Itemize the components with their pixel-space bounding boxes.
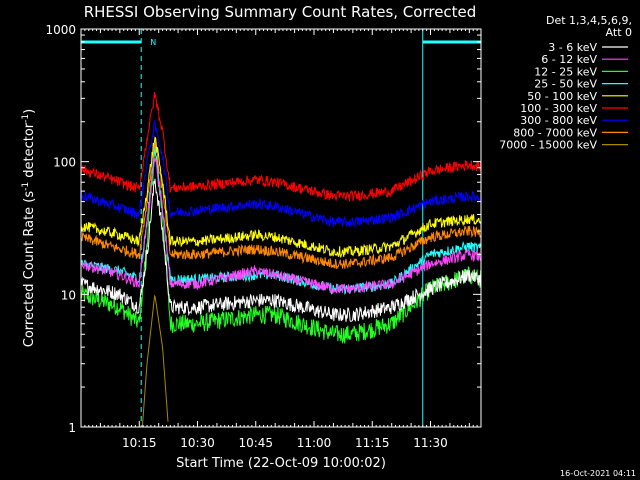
legend-label-2: 12 - 25 keV	[534, 65, 597, 78]
x-tick-label-1: 10:30	[180, 436, 215, 450]
y-axis-label-sup1: -1	[21, 182, 31, 191]
x-tick-label-3: 11:00	[297, 436, 332, 450]
legend-label-3: 25 - 50 keV	[534, 78, 597, 91]
y-tick-label-0: 1	[68, 421, 76, 435]
series-line-7	[80, 140, 481, 270]
night-flag-label: N	[150, 38, 156, 47]
y-axis-label: Corrected Count Rate (s-1 detector-1)	[21, 109, 37, 347]
legend-label-0: 3 - 6 keV	[548, 41, 597, 54]
series-line-6	[80, 120, 481, 229]
legend-label-5: 100 - 300 keV	[520, 102, 597, 115]
legend-label-6: 300 - 800 keV	[520, 114, 597, 127]
series-line-5	[80, 91, 482, 202]
y-tick-label-2: 100	[53, 156, 76, 170]
footer-timestamp: 16-Oct-2021 04:11	[560, 469, 636, 478]
x-tick-label-0: 10:15	[122, 436, 157, 450]
chart-title: RHESSI Observing Summary Count Rates, Co…	[84, 3, 477, 21]
y-axis-ticks: 1 10 100 1000	[45, 23, 481, 435]
series-line-4	[80, 136, 482, 259]
x-axis-ticks: 10:15 10:30 10:45 11:00 11:15 11:30	[84, 29, 478, 450]
y-axis-label-end: )	[22, 109, 37, 114]
legend-label-4: 50 - 100 keV	[527, 90, 597, 103]
series-line-2	[80, 146, 482, 345]
series-line-8	[141, 294, 169, 428]
y-axis-label-sup2: -1	[21, 114, 31, 123]
series-lines	[80, 91, 482, 428]
x-axis-label: Start Time (22-Oct-09 10:00:02)	[176, 456, 386, 471]
y-axis-label-mid: detector	[22, 122, 37, 182]
plot-frame	[80, 28, 482, 428]
legend-label-1: 6 - 12 keV	[541, 53, 597, 66]
legend-label-7: 800 - 7000 keV	[513, 126, 597, 139]
legend-header-line-1: Det 1,3,4,5,6,9,	[546, 14, 632, 27]
y-tick-label-1: 10	[61, 288, 76, 302]
legend-label-8: 7000 - 15000 keV	[499, 139, 597, 152]
x-tick-label-2: 10:45	[238, 436, 273, 450]
series-line-1	[80, 157, 482, 295]
y-tick-label-3: 1000	[45, 23, 76, 37]
x-tick-label-5: 11:30	[413, 436, 448, 450]
legend-header-line-2: Att 0	[606, 26, 632, 39]
x-tick-label-4: 11:15	[355, 436, 390, 450]
series-line-0	[80, 178, 482, 322]
y-axis-label-main: Corrected Count Rate (s	[22, 191, 37, 348]
